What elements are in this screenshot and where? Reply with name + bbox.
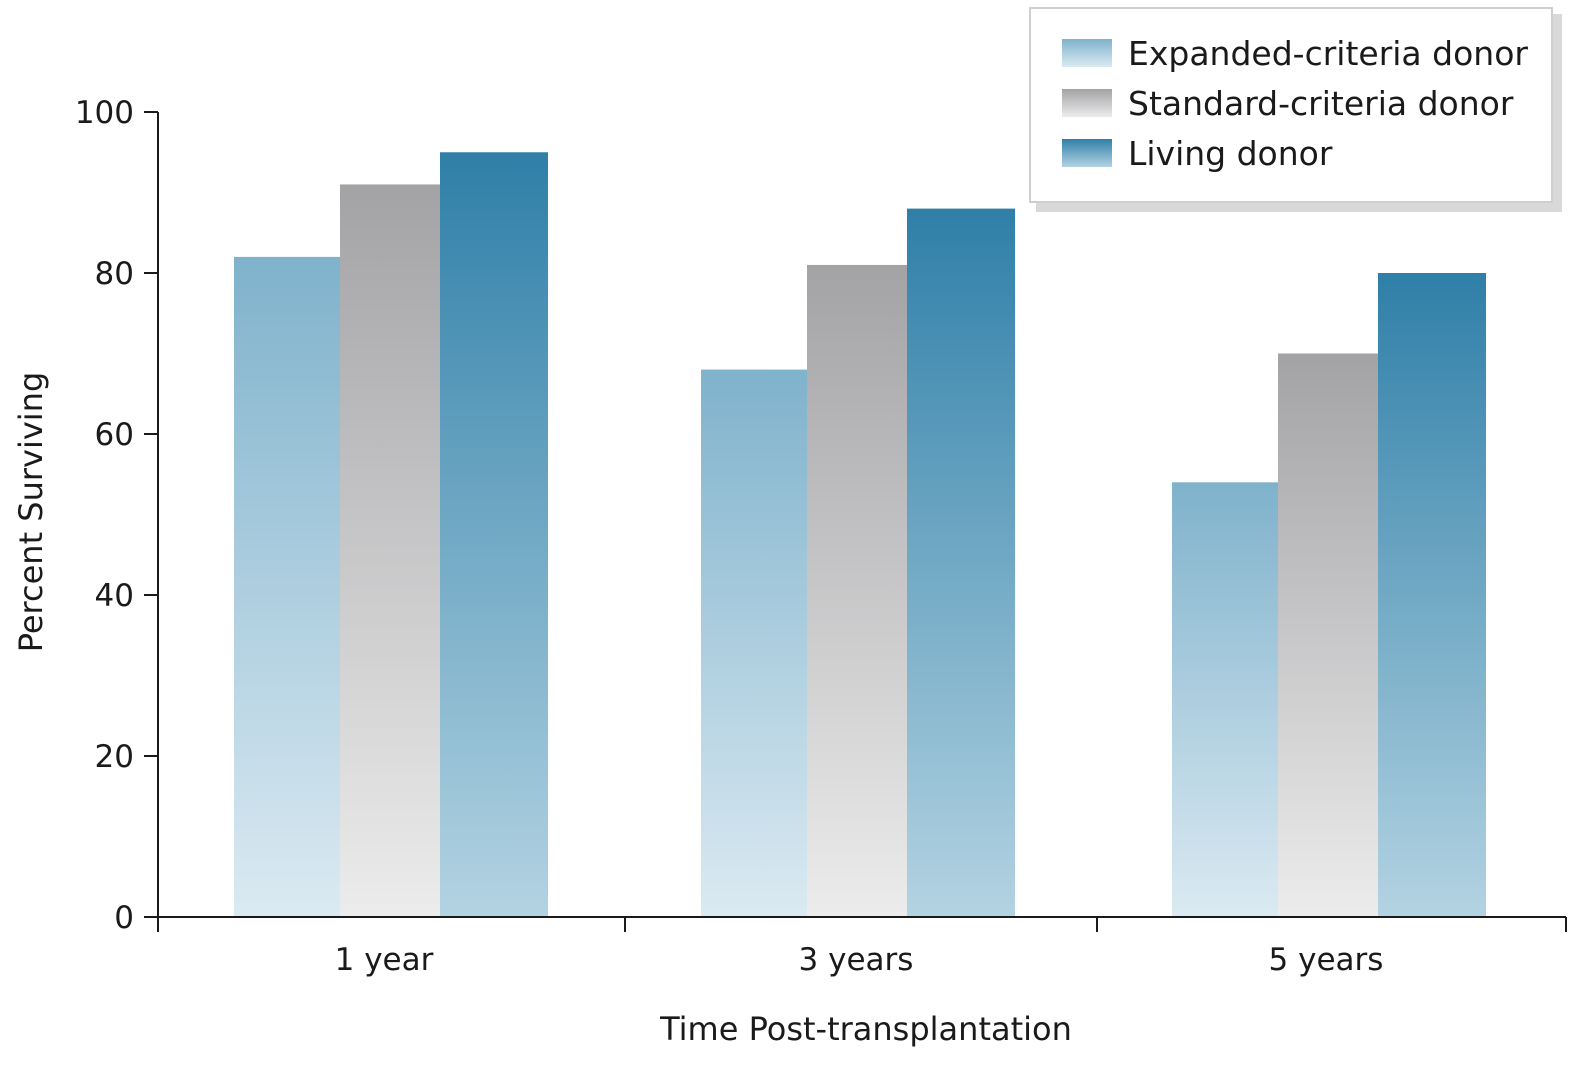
x-tick-label: 3 years — [799, 942, 914, 978]
y-tick-label: 20 — [95, 739, 134, 775]
y-tick-label: 60 — [95, 417, 134, 453]
bar-living-donor-5-years — [1378, 273, 1486, 917]
y-tick-label: 80 — [95, 256, 134, 292]
legend-swatch — [1062, 89, 1112, 117]
legend-label: Living donor — [1128, 134, 1333, 173]
axes: 0 20 40 60 80 100 1 year 3 years 5 years — [75, 95, 1567, 978]
bar-standard-criteria-donor-5-years — [1278, 353, 1378, 917]
bar-standard-criteria-donor-3-years — [807, 264, 907, 917]
legend-swatch — [1062, 139, 1112, 167]
bar-expanded-criteria-donor-5-years — [1172, 482, 1278, 917]
legend-box — [1029, 7, 1553, 203]
bar-standard-criteria-donor-1-year — [340, 184, 440, 917]
x-axis-title: Time Post-transplantation — [659, 1010, 1072, 1048]
legend-swatch — [1062, 39, 1112, 67]
bars — [234, 152, 1486, 918]
legend-label: Expanded-criteria donor — [1128, 34, 1528, 73]
y-axis-title: Percent Surviving — [12, 372, 50, 653]
bar-expanded-criteria-donor-1-year — [234, 256, 340, 917]
legend: Expanded-criteria donor Standard-criteria… — [1029, 7, 1562, 212]
legend-label: Standard-criteria donor — [1128, 84, 1514, 123]
bar-expanded-criteria-donor-3-years — [701, 369, 807, 918]
bar-living-donor-3-years — [907, 208, 1015, 918]
y-tick-label: 40 — [95, 578, 134, 614]
x-tick-label: 1 year — [335, 942, 434, 978]
y-tick-label: 0 — [114, 900, 134, 936]
y-tick-label: 100 — [75, 95, 134, 131]
bar-living-donor-1-year — [440, 152, 548, 917]
x-tick-label: 5 years — [1269, 942, 1384, 978]
